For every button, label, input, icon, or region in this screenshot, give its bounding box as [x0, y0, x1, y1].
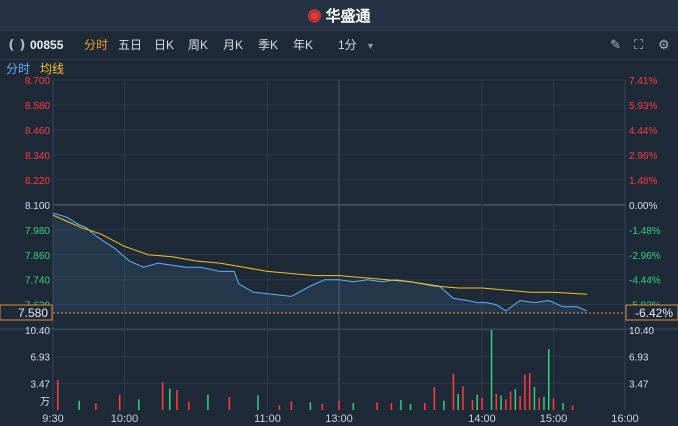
- y-tick-label-left: 8.460: [25, 126, 50, 137]
- price-area: [53, 213, 587, 313]
- fullscreen-icon[interactable]: ⛶: [634, 37, 644, 52]
- current-pct-label: -6.42%: [635, 306, 673, 320]
- y-tick-label-right: 2.96%: [629, 151, 657, 162]
- stock-code: 00855: [30, 38, 64, 52]
- legend-average: 均线: [40, 62, 65, 76]
- interval-value: 1分: [338, 38, 357, 52]
- y-tick-label-left: 8.220: [25, 176, 50, 187]
- volume-tick-label-right: 6.93: [629, 353, 649, 364]
- app-title: 华盛通: [325, 7, 371, 25]
- y-tick-label-right: 5.93%: [629, 101, 657, 112]
- price-line: [52, 212, 588, 312]
- tab-intraday[interactable]: 分时: [84, 38, 109, 52]
- x-tick-label: 10:00: [111, 413, 139, 425]
- settings-icon[interactable]: ⚙: [658, 37, 670, 52]
- y-tick-label-left: 8.340: [25, 151, 50, 162]
- x-tick-label: 11:00: [254, 413, 281, 425]
- chart-toolbar: ❪❫ 00855 分时 五日 日K 周K 月K 季K 年K 1分 ▼ ✎ ⛶ ⚙: [0, 30, 678, 60]
- current-price-box: [0, 304, 53, 321]
- y-tick-label-left: 7.740: [25, 276, 50, 287]
- tab-yearly-k[interactable]: 年K: [293, 38, 314, 52]
- tab-weekly-k[interactable]: 周K: [188, 38, 209, 52]
- x-tick-label: 13:00: [325, 413, 353, 425]
- tab-quarterly-k[interactable]: 季K: [258, 38, 279, 52]
- y-tick-label-right: 4.44%: [629, 126, 657, 137]
- y-tick-label-left: 7.980: [25, 226, 50, 237]
- weibo-eye-icon: ◉: [307, 7, 322, 24]
- y-tick-label-right: -4.44%: [629, 276, 661, 287]
- legend-bar: 分时 均线: [0, 60, 678, 79]
- volume-tick-label-right: 3.47: [629, 379, 649, 390]
- y-tick-label-left: 7.860: [25, 251, 50, 262]
- volume-unit-label: 万: [40, 397, 50, 408]
- x-tick-label: 15:00: [540, 413, 568, 425]
- pen-icon[interactable]: ✎: [610, 37, 621, 52]
- interval-select[interactable]: 1分 ▼: [338, 31, 375, 59]
- y-tick-label-left: 8.700: [25, 76, 50, 87]
- volume-tick-label-left: 3.47: [31, 379, 51, 390]
- legend-price: 分时: [6, 62, 31, 76]
- x-tick-label: 14:00: [468, 413, 496, 425]
- y-tick-label-right: -2.96%: [629, 251, 661, 262]
- app-header: [0, 0, 678, 30]
- y-tick-label-right: 0.00%: [629, 201, 657, 212]
- collapse-icon[interactable]: ❪❫: [6, 37, 28, 52]
- y-tick-label-right: -1.48%: [629, 226, 661, 237]
- y-tick-label-left: 8.100: [25, 201, 50, 212]
- x-tick-label: 9:30: [42, 413, 63, 425]
- x-tick-label: 16:00: [611, 413, 639, 425]
- y-tick-label-left: 8.580: [25, 101, 50, 112]
- average-line: [52, 214, 587, 295]
- chevron-down-icon: ▼: [366, 41, 375, 51]
- tab-daily-k[interactable]: 日K: [154, 38, 175, 52]
- y-tick-label-right: 1.48%: [629, 176, 657, 187]
- current-price-label: 7.580: [18, 306, 48, 320]
- tab-monthly-k[interactable]: 月K: [223, 38, 244, 52]
- volume-tick-label-left: 10.40: [25, 326, 50, 337]
- volume-tick-label-right: 10.40: [629, 326, 654, 337]
- app-logo: ◉ 华盛通: [0, 0, 678, 30]
- y-tick-label-right: 7.41%: [629, 76, 657, 87]
- tab-five-day[interactable]: 五日: [118, 38, 143, 52]
- volume-tick-label-left: 6.93: [31, 353, 51, 364]
- current-pct-box: [625, 304, 678, 321]
